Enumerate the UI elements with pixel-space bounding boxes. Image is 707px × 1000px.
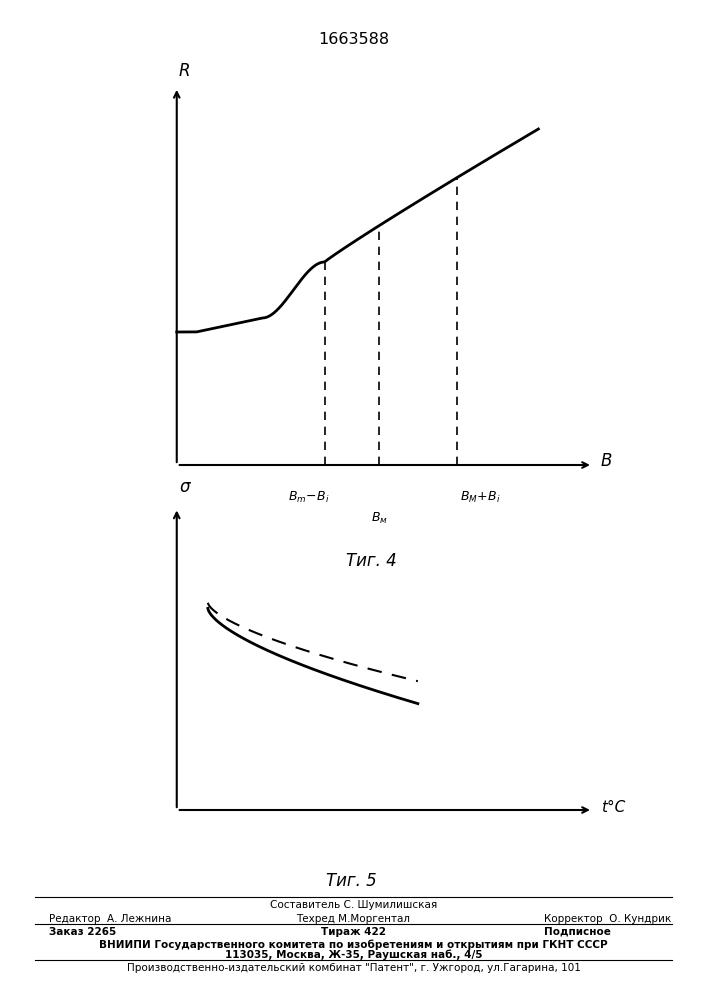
Text: R: R [179, 62, 190, 80]
Text: 1663588: 1663588 [318, 32, 389, 47]
Text: σ: σ [180, 478, 189, 496]
Text: Подписное: Подписное [544, 927, 612, 937]
Text: 113035, Москва, Ж-35, Раушская наб., 4/5: 113035, Москва, Ж-35, Раушская наб., 4/5 [225, 950, 482, 960]
Text: B: B [601, 452, 612, 471]
Text: Заказ 2265: Заказ 2265 [49, 927, 117, 937]
Text: Техред М.Моргентал: Техред М.Моргентал [296, 914, 411, 924]
Text: Τиг. 5: Τиг. 5 [327, 872, 377, 890]
Text: ВНИИПИ Государственного комитета по изобретениям и открытиям при ГКНТ СССР: ВНИИПИ Государственного комитета по изоб… [99, 939, 608, 950]
Text: $B_M\!+\!B_i$: $B_M\!+\!B_i$ [460, 489, 501, 505]
Text: Производственно-издательский комбинат "Патент", г. Ужгород, ул.Гагарина, 101: Производственно-издательский комбинат "П… [127, 963, 580, 973]
Text: Корректор  О. Кундрик: Корректор О. Кундрик [544, 914, 672, 924]
Text: Редактор  А. Лежнина: Редактор А. Лежнина [49, 914, 172, 924]
Text: Тираж 422: Тираж 422 [321, 927, 386, 937]
Text: Τиг. 4: Τиг. 4 [346, 552, 397, 570]
Text: $B_m\!-\!B_i$: $B_m\!-\!B_i$ [288, 489, 329, 505]
Text: $B_м$: $B_м$ [370, 510, 387, 526]
Text: Составитель С. Шумилишская: Составитель С. Шумилишская [270, 900, 437, 910]
Text: t°C: t°C [601, 800, 625, 815]
